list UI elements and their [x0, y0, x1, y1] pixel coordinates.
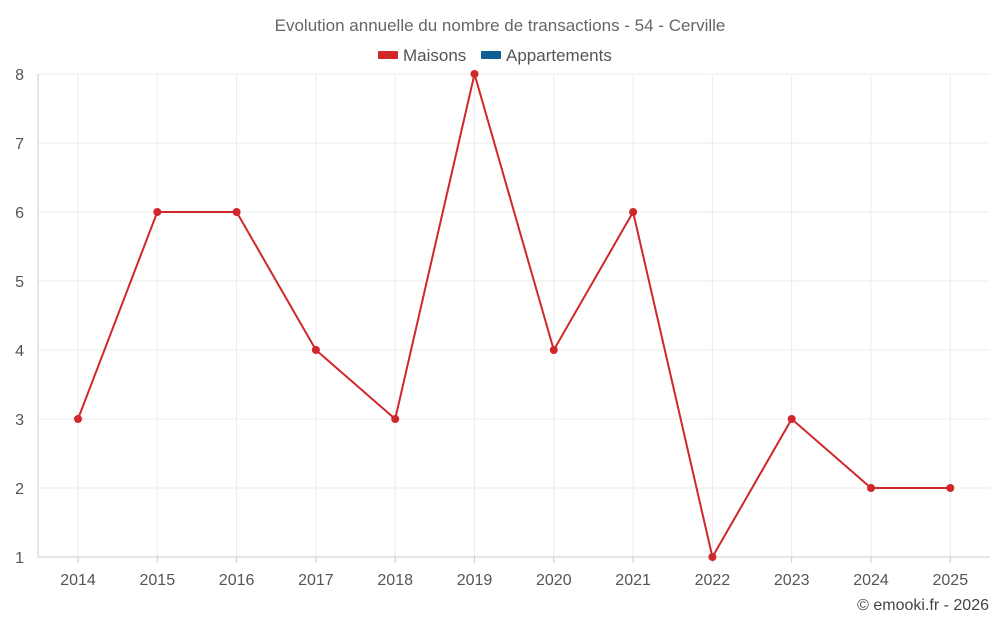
x-tick-label: 2014 — [60, 572, 96, 589]
x-tick-label: 2018 — [377, 572, 413, 589]
data-point-maisons[interactable] — [391, 415, 400, 423]
x-tick-label: 2023 — [774, 572, 810, 589]
data-point-maisons[interactable] — [629, 208, 638, 216]
y-axis-ticks: 1 2 3 4 5 6 7 8 — [15, 67, 24, 567]
data-point-maisons[interactable] — [867, 484, 875, 492]
y-tick-label: 6 — [15, 205, 24, 222]
chart-title: Evolution annuelle du nombre de transact… — [275, 16, 726, 35]
x-tick-label: 2019 — [457, 572, 493, 589]
x-axis-ticks: 2014 2015 2016 2017 2018 2019 2020 2021 2022 2023… — [60, 572, 968, 589]
y-tick-label: 4 — [15, 343, 24, 360]
x-tick-label: 2017 — [298, 572, 334, 589]
data-point-maisons[interactable] — [153, 208, 162, 216]
legend-label-appartements: Appartements — [506, 46, 612, 65]
legend-swatch-maisons — [378, 51, 398, 59]
series-layer — [74, 70, 955, 561]
data-point-maisons[interactable] — [946, 484, 955, 492]
y-tick-label: 7 — [15, 136, 24, 153]
x-tick-label: 2016 — [219, 572, 255, 589]
y-tick-label: 5 — [15, 274, 24, 291]
y-tick-label: 1 — [15, 550, 24, 567]
legend-label-maisons: Maisons — [403, 46, 466, 65]
data-point-maisons[interactable] — [232, 208, 241, 216]
y-tick-label: 8 — [15, 67, 24, 84]
axes — [37, 74, 990, 563]
x-tick-label: 2021 — [615, 572, 651, 589]
y-tick-label: 3 — [15, 412, 24, 429]
legend-item-appartements[interactable]: Appartements — [481, 46, 612, 65]
legend: Maisons Appartements — [378, 46, 612, 65]
data-point-maisons[interactable] — [787, 415, 796, 423]
data-point-maisons[interactable] — [708, 553, 717, 561]
x-tick-label: 2024 — [853, 572, 889, 589]
grid — [38, 73, 990, 557]
data-point-maisons[interactable] — [74, 415, 82, 423]
x-tick-label: 2022 — [695, 572, 731, 589]
legend-item-maisons[interactable]: Maisons — [378, 46, 466, 65]
credit-text: © emooki.fr - 2026 — [857, 597, 989, 614]
series-line-maisons — [77, 70, 951, 560]
x-tick-label: 2025 — [933, 572, 969, 589]
data-point-maisons[interactable] — [311, 346, 320, 354]
y-tick-label: 2 — [15, 481, 24, 498]
data-point-maisons[interactable] — [549, 346, 558, 354]
x-tick-label: 2015 — [140, 572, 176, 589]
legend-swatch-appartements — [481, 51, 501, 59]
data-point-maisons[interactable] — [470, 70, 479, 78]
x-tick-label: 2020 — [536, 572, 572, 589]
